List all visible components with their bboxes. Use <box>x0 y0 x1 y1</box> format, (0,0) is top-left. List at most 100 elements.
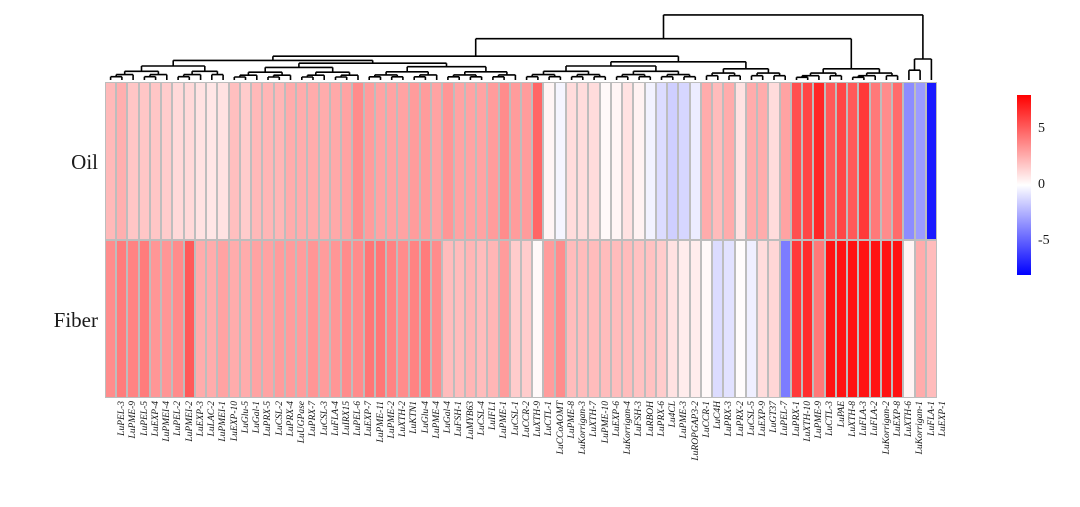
column-label: LuPRX-2 <box>735 401 746 437</box>
column-label: LuCTL-3 <box>825 401 836 436</box>
heatmap-cell <box>599 82 611 240</box>
column-label: LuPRX-5 <box>263 401 274 437</box>
heatmap-cell <box>790 82 803 240</box>
heatmap-cell <box>532 82 544 240</box>
heatmap-cell <box>543 82 555 240</box>
heatmap-grid <box>105 82 937 398</box>
column-label: LuPEL-7 <box>780 401 791 436</box>
heatmap-cell <box>273 240 285 398</box>
heatmap-cell <box>869 82 881 240</box>
colorbar-tick-label: -5 <box>1038 233 1050 248</box>
column-label: LuCSL-3 <box>319 401 330 436</box>
colorbar-gradient <box>1017 95 1031 275</box>
column-label: LuCSL-1 <box>510 401 521 436</box>
column-label: LuCSL-5 <box>746 401 757 436</box>
heatmap-cell <box>284 82 297 240</box>
heatmap-cell <box>914 82 926 240</box>
column-label: LuFLA-1 <box>926 401 937 436</box>
column-label: LuEXP-10 <box>229 401 240 442</box>
heatmap-cell <box>127 82 139 240</box>
heatmap-cell <box>476 82 488 240</box>
heatmap-cell <box>655 240 668 398</box>
heatmap-cell <box>667 82 679 240</box>
heatmap-cell <box>779 240 791 398</box>
heatmap-cell <box>194 82 207 240</box>
heatmap-cell <box>431 240 443 398</box>
heatmap-cell <box>498 240 510 398</box>
heatmap-cell <box>734 82 746 240</box>
heatmap-cell <box>464 82 477 240</box>
column-label: LuEXP-7 <box>364 401 375 437</box>
heatmap-cell <box>138 240 150 398</box>
heatmap-cell <box>745 82 758 240</box>
column-label: LuPRX-4 <box>285 401 296 437</box>
heatmap-cell <box>633 240 645 398</box>
heatmap-cell <box>588 240 600 398</box>
column-label: LuCCoAOMT <box>555 401 566 455</box>
heatmap-cell <box>307 240 319 398</box>
heatmap-cell <box>847 82 859 240</box>
heatmap-cell <box>734 240 746 398</box>
heatmap-cell <box>116 82 128 240</box>
heatmap-cell <box>217 82 229 240</box>
heatmap-cell <box>419 82 432 240</box>
column-label: LuPEL-2 <box>173 401 184 436</box>
heatmap-cell <box>262 82 274 240</box>
column-label: LuKorrigan-2 <box>881 401 892 455</box>
heatmap-cell <box>622 240 634 398</box>
row-label-oil: Oil <box>71 150 98 174</box>
heatmap-cell <box>341 82 353 240</box>
heatmap-cell <box>352 82 364 240</box>
column-label: LuPMEI-2 <box>184 401 195 442</box>
column-label: LuPME-9 <box>128 401 139 439</box>
heatmap-cell <box>802 240 814 398</box>
heatmap-cell <box>644 82 656 240</box>
heatmap-cell <box>554 82 566 240</box>
heatmap-cell <box>228 240 240 398</box>
heatmap-cell <box>678 82 690 240</box>
heatmap-cell <box>498 82 510 240</box>
column-label: LuPRX-7 <box>308 401 319 437</box>
heatmap-cell <box>352 240 364 398</box>
heatmap-cell <box>105 82 117 240</box>
heatmap-cell <box>273 82 285 240</box>
heatmap-cell <box>183 240 195 398</box>
heatmap-cell <box>453 82 465 240</box>
heatmap-cell <box>847 240 859 398</box>
heatmap-cell <box>464 240 477 398</box>
heatmap-cell <box>397 240 409 398</box>
column-label: LuFSH-1 <box>454 401 465 437</box>
heatmap-cell <box>363 240 375 398</box>
row-label-fiber: Fiber <box>53 308 98 332</box>
heatmap-cell <box>251 240 263 398</box>
heatmap-cell <box>903 82 915 240</box>
column-label: LuPAE <box>836 401 847 428</box>
heatmap-cell <box>442 82 454 240</box>
heatmap-cell <box>172 240 184 398</box>
heatmap-cell <box>723 82 735 240</box>
heatmap-cell <box>577 240 589 398</box>
heatmap-cell <box>813 240 825 398</box>
colorbar-tick-label: 0 <box>1038 177 1045 192</box>
heatmap-cell <box>869 240 881 398</box>
heatmap-cell <box>386 82 398 240</box>
heatmap-cell <box>779 82 791 240</box>
heatmap-cell <box>374 82 387 240</box>
heatmap-cell <box>610 240 623 398</box>
column-label: LuPRX-6 <box>656 401 667 437</box>
heatmap-cell <box>149 82 162 240</box>
heatmap-cell <box>386 240 398 398</box>
heatmap-cell <box>689 240 701 398</box>
heatmap-cell <box>284 240 297 398</box>
heatmap-cell <box>925 240 937 398</box>
column-dendrogram <box>109 14 933 80</box>
heatmap-cell <box>307 82 319 240</box>
heatmap-cell <box>622 82 634 240</box>
heatmap-cell <box>835 240 848 398</box>
heatmap-cell <box>217 240 229 398</box>
heatmap-cell <box>667 240 679 398</box>
column-label: LuCTL-1 <box>544 401 555 436</box>
column-label: LuPME-10 <box>600 401 611 444</box>
heatmap-cell <box>858 240 870 398</box>
